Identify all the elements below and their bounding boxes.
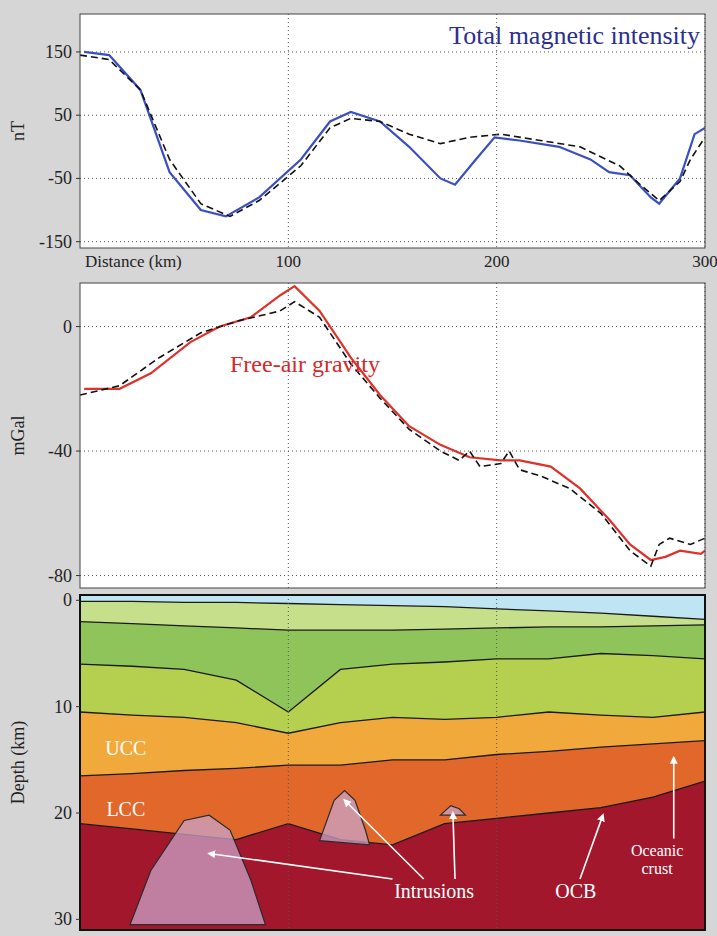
intrusion — [130, 815, 265, 925]
horizon — [80, 622, 705, 631]
grid-line-x — [496, 283, 497, 588]
profile-line — [80, 55, 705, 216]
horizon — [80, 601, 705, 619]
annotation-arrow — [673, 758, 675, 839]
horizon — [80, 712, 705, 733]
panel-title: Total magnetic intensity — [449, 21, 700, 50]
tick-y — [76, 706, 80, 707]
tick-y — [76, 115, 80, 116]
background — [0, 0, 717, 936]
grid-line-x — [288, 595, 289, 930]
frame — [80, 283, 705, 588]
annotation: Intrusions — [394, 880, 474, 902]
grid-line-x — [288, 283, 289, 588]
tick-y — [76, 575, 80, 576]
tick-y — [76, 813, 80, 814]
tick-label-y: 150 — [45, 42, 72, 62]
annotations: UCC LCC Intrusions OCB Oceaniccrust — [105, 737, 683, 903]
panel-1: -80 -40 0 mGal Free-air gravity — [8, 283, 705, 588]
annotation-arrow — [453, 813, 455, 879]
annotation: UCC — [105, 737, 146, 759]
marks — [80, 52, 705, 216]
profile-line — [80, 302, 705, 567]
annotation: OCB — [555, 880, 596, 902]
axis-title-x: Distance (km) — [85, 252, 182, 271]
annotation: LCC — [106, 798, 145, 820]
axis-title-y: nT — [8, 121, 28, 141]
tick-y — [76, 919, 80, 920]
plot-area — [80, 283, 705, 588]
horizon — [80, 741, 705, 776]
tick-y — [76, 178, 80, 179]
grid-line-y — [80, 178, 705, 179]
marks — [80, 286, 705, 566]
tick-y — [76, 600, 80, 601]
tick-label-y: 10 — [54, 697, 72, 717]
tick-label-x: 300 — [692, 252, 717, 271]
grid-line-x — [288, 14, 289, 248]
grid-line-y — [80, 51, 705, 52]
tick-label-y: 20 — [54, 803, 72, 823]
tick-label-y: 50 — [54, 105, 72, 125]
grid-line-y — [80, 451, 705, 452]
grid-line-y — [80, 326, 705, 327]
tick-y — [76, 51, 80, 52]
panel-0: -150 -50 50 150 100 200 300 Distance (km) nT Tota… — [8, 14, 717, 271]
profile-line — [84, 286, 705, 560]
axis-title-y: Depth (km) — [8, 721, 29, 804]
axis-title-y: mGal — [8, 416, 28, 456]
panel-title: Free-air gravity — [230, 351, 380, 377]
annotation-arrow — [580, 815, 603, 879]
tick-label-y: 0 — [63, 590, 72, 610]
grid-line-x — [496, 595, 497, 930]
tick-label-y: 30 — [54, 909, 72, 929]
annotation-arrow — [209, 853, 392, 879]
tick-label-y: -50 — [48, 168, 72, 188]
grid — [80, 14, 705, 248]
layer-fill — [80, 601, 705, 630]
tick-y — [76, 326, 80, 327]
marks — [80, 595, 705, 930]
annotation-line: crust — [642, 860, 674, 877]
tick-label-x: 100 — [276, 252, 302, 271]
tick-label-y: -150 — [39, 232, 72, 252]
annotation-arrow — [345, 800, 424, 879]
grid-line-y — [80, 575, 705, 576]
tick-label-y: -80 — [48, 566, 72, 586]
profile-line — [84, 52, 705, 216]
horizon — [80, 653, 705, 711]
annotation-line: Oceanic — [631, 842, 683, 859]
grid-line-y — [80, 241, 705, 242]
frame — [80, 595, 705, 930]
tick-label-y: 0 — [63, 317, 72, 337]
grid — [80, 283, 705, 588]
annotation: Oceaniccrust — [631, 842, 683, 877]
plot-area — [80, 14, 705, 248]
grid — [288, 595, 705, 930]
grid-line-y — [80, 115, 705, 116]
panel-2: 0 10 20 30 Depth (km) UCC LCC Intrusions OCB Ocea… — [8, 590, 705, 932]
frame — [80, 14, 705, 248]
tick-y — [76, 451, 80, 452]
tick-label-x: 200 — [484, 252, 510, 271]
tick-label-y: -40 — [48, 441, 72, 461]
layer-fill — [80, 781, 705, 930]
figure: -150-5050150100200300Distance (km)nTTota… — [0, 0, 717, 936]
tick-y — [76, 241, 80, 242]
